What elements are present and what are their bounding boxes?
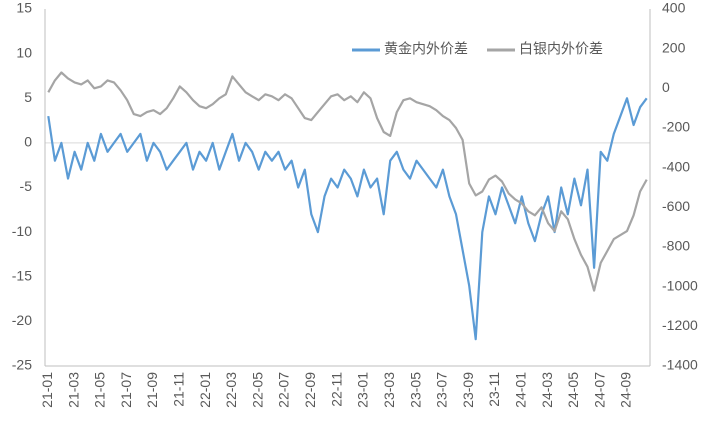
x-tick-label: 23-09 — [460, 372, 476, 408]
x-tick-label: 23-03 — [381, 372, 397, 408]
y2-tick-label: -800 — [662, 238, 690, 254]
y-tick-label: 10 — [16, 44, 32, 60]
y-tick-label: -20 — [12, 312, 32, 328]
x-tick-label: 21-09 — [144, 372, 160, 408]
y-tick-label: -15 — [12, 267, 32, 283]
x-tick-label: 21-03 — [65, 372, 81, 408]
x-tick-label: 21-11 — [171, 372, 187, 407]
x-tick-label: 21-01 — [39, 372, 55, 408]
y2-tick-label: -400 — [662, 158, 690, 174]
series-line — [47, 71, 648, 292]
x-tick-label: 23-05 — [407, 372, 423, 408]
y2-tick-label: -1400 — [662, 357, 698, 373]
y-tick-label: -10 — [12, 223, 32, 239]
y-tick-label: -25 — [12, 357, 32, 373]
x-tick-label: 23-01 — [355, 372, 371, 408]
y-tick-label: 0 — [24, 134, 32, 150]
x-tick-label: 24-05 — [565, 372, 581, 408]
legend-label: 白银内外价差 — [519, 41, 603, 57]
y2-tick-label: -200 — [662, 119, 690, 135]
y2-tick-label: 0 — [662, 79, 670, 95]
x-tick-label: 24-07 — [591, 372, 607, 408]
x-tick-label: 24-09 — [618, 372, 634, 408]
x-tick-label: 24-03 — [539, 372, 555, 408]
y-tick-label: -5 — [20, 178, 33, 194]
y-tick-label: 5 — [24, 89, 32, 105]
series-line — [47, 97, 648, 341]
x-tick-label: 23-07 — [434, 372, 450, 408]
x-tick-label: 22-11 — [328, 372, 344, 407]
y2-tick-label: -600 — [662, 198, 690, 214]
x-tick-label: 22-07 — [276, 372, 292, 408]
y2-tick-label: -1000 — [662, 277, 698, 293]
x-tick-label: 22-03 — [223, 372, 239, 408]
x-tick-label: 22-01 — [197, 372, 213, 408]
x-tick-label: 22-05 — [249, 372, 265, 408]
x-tick-label: 21-05 — [92, 372, 108, 408]
legend-label: 黄金内外价差 — [384, 41, 468, 57]
x-tick-label: 24-01 — [512, 372, 528, 408]
y2-tick-label: 400 — [662, 0, 686, 16]
y2-tick-label: -1200 — [662, 317, 698, 333]
x-tick-label: 22-09 — [302, 372, 318, 408]
y-tick-label: 15 — [16, 0, 32, 16]
x-tick-label: 21-07 — [118, 372, 134, 408]
y2-tick-label: 200 — [662, 39, 686, 55]
x-tick-label: 23-11 — [486, 372, 502, 407]
